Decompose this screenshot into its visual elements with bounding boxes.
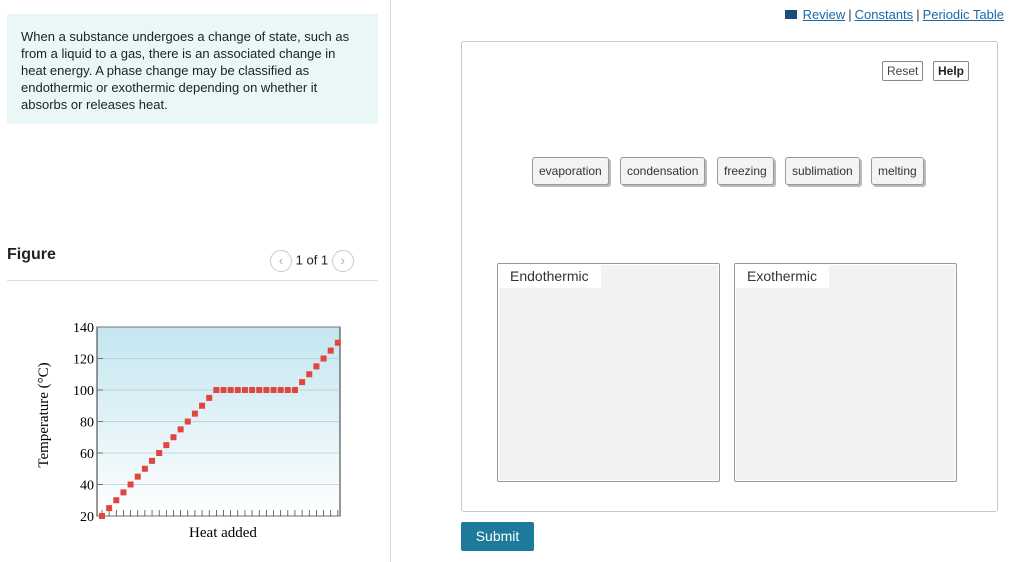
link[interactable]: Periodic Table — [922, 7, 1004, 22]
y-axis-label: Temperature (°C) — [36, 362, 52, 467]
link[interactable]: Review — [802, 7, 846, 22]
links: Review | Constants | Periodic Table — [784, 7, 1004, 22]
divider — [390, 0, 391, 562]
data-point — [220, 387, 227, 393]
y-tick-label: 100 — [73, 384, 94, 399]
separator: | — [916, 7, 920, 22]
data-point — [256, 387, 263, 393]
data-point — [306, 371, 313, 378]
y-tick-label: 60 — [80, 447, 94, 462]
pager-text: 1 of 1 — [295, 252, 329, 268]
data-point — [227, 387, 234, 393]
y-tick-label: 140 — [73, 321, 94, 336]
x-axis-label: Heat added — [189, 525, 257, 541]
data-point — [241, 387, 248, 393]
y-tick-label: 40 — [80, 479, 94, 494]
y-tick-label: 120 — [73, 353, 94, 368]
figure-title: Figure — [7, 246, 56, 263]
data-point — [334, 339, 341, 346]
data-point — [320, 355, 327, 362]
y-tick-label: 80 — [80, 416, 94, 431]
drop-zone[interactable]: Exothermic — [734, 263, 957, 482]
data-point — [206, 394, 213, 401]
answer-panel — [461, 41, 998, 512]
data-point — [170, 434, 177, 441]
data-point — [99, 513, 105, 519]
data-point — [234, 387, 241, 393]
drop-zone[interactable]: Endothermic — [497, 263, 720, 482]
data-point — [177, 426, 184, 433]
pager: ‹ 1 of 1 › — [270, 250, 354, 272]
intro: When a substance undergoes a change of s… — [7, 14, 378, 124]
data-point — [191, 410, 198, 417]
next[interactable]: › — [331, 250, 354, 272]
option-chip[interactable]: melting — [871, 157, 924, 185]
data-point — [284, 387, 291, 393]
data-point — [156, 450, 163, 456]
reset-button[interactable]: Reset — [882, 61, 924, 81]
data-point — [249, 387, 256, 393]
help-button[interactable]: Help — [933, 61, 970, 81]
prev[interactable]: ‹ — [270, 250, 292, 272]
data-point — [127, 481, 134, 488]
data-point — [277, 387, 284, 393]
separator: | — [848, 7, 852, 22]
data-point — [199, 402, 206, 409]
data-point — [291, 387, 298, 393]
data-point — [263, 387, 270, 393]
data-point — [270, 387, 277, 393]
y-tick-label: 20 — [80, 510, 94, 525]
option-chip[interactable]: evaporation — [532, 157, 609, 185]
data-point — [184, 418, 191, 425]
data-point — [163, 442, 170, 449]
option-chip[interactable]: condensation — [620, 157, 706, 185]
option-chip[interactable]: sublimation — [785, 157, 860, 185]
chart: Temperature (°C) Heat added 20 40 60 80 100 1… — [36, 321, 341, 541]
zone-label: Exothermic — [735, 264, 830, 288]
data-point — [106, 505, 113, 512]
submit-button[interactable]: Submit — [461, 522, 534, 551]
zone-label: Endothermic — [498, 264, 601, 288]
data-point — [134, 473, 141, 480]
data-point — [149, 457, 156, 464]
data-point — [299, 379, 306, 386]
data-point — [313, 363, 320, 370]
option-chip[interactable]: freezing — [717, 157, 774, 185]
data-point — [113, 497, 120, 504]
data-point — [141, 465, 148, 472]
link[interactable]: Constants — [854, 7, 914, 22]
data-point — [213, 387, 220, 393]
data-point — [327, 347, 334, 354]
rule — [7, 280, 378, 281]
data-point — [120, 489, 127, 496]
